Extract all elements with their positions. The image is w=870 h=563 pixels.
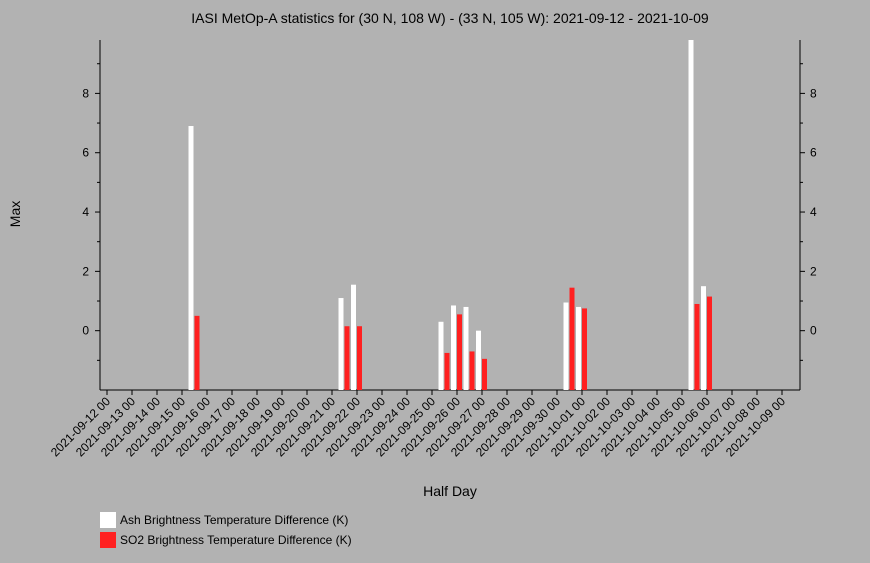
legend-swatch-so2	[100, 532, 116, 548]
legend-label-so2: SO2 Brightness Temperature Difference (K…	[120, 533, 352, 547]
chart-title: IASI MetOp-A statistics for (30 N, 108 W…	[191, 10, 709, 26]
so2-bar	[569, 287, 575, 390]
y-tick-label-right: 2	[810, 264, 817, 278]
y-tick-label-left: 8	[82, 86, 89, 100]
so2-bar	[694, 303, 700, 390]
y-tick-label-right: 8	[810, 86, 817, 100]
legend-swatch-ash	[100, 512, 116, 528]
y-axis-ticks: 0 0 2 2 4 4 6 6 8 8	[82, 63, 817, 361]
plot-frame	[99, 40, 801, 391]
ash-bar	[563, 302, 569, 390]
y-tick-label-left: 4	[82, 205, 89, 219]
so2-bar	[444, 352, 450, 390]
legend-label-ash: Ash Brightness Temperature Difference (K…	[120, 513, 348, 527]
ash-bar	[338, 298, 344, 390]
ash-bar	[576, 306, 581, 390]
so2-bar	[707, 296, 712, 390]
x-axis-label: Half Day	[423, 483, 477, 499]
ash-bar	[476, 330, 481, 390]
ash-bar	[188, 126, 194, 390]
y-tick-label-right: 6	[810, 146, 817, 160]
ash-bar	[688, 40, 694, 390]
y-tick-label-left: 6	[82, 146, 89, 160]
y-tick-label-right: 4	[810, 205, 817, 219]
so2-bar	[357, 326, 362, 390]
so2-bar	[344, 326, 350, 390]
so2-bar	[582, 308, 587, 390]
legend: Ash Brightness Temperature Difference (K…	[100, 512, 352, 548]
ash-bar	[463, 306, 469, 390]
so2-bar	[469, 351, 475, 390]
so2-bar	[194, 315, 200, 390]
y-tick-label-left: 2	[82, 264, 89, 278]
y-axis-label: Max	[7, 201, 23, 227]
ash-bar	[351, 284, 356, 390]
ash-bar	[701, 286, 706, 390]
ash-bar	[451, 305, 456, 390]
bars	[188, 40, 712, 390]
y-tick-label-right: 0	[810, 324, 817, 338]
ash-bar	[438, 321, 444, 390]
so2-bar	[482, 358, 487, 390]
so2-bar	[457, 314, 462, 390]
y-tick-label-left: 0	[82, 324, 89, 338]
